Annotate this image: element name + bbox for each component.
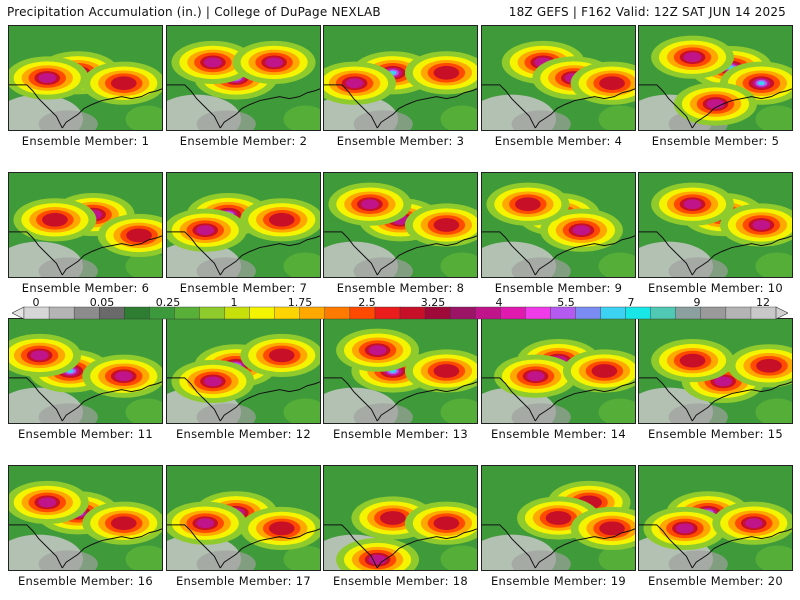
ensemble-map-panel [481, 465, 636, 571]
colorbar-segment [124, 306, 150, 320]
ensemble-member-label: Ensemble Member: 10 [647, 281, 783, 295]
ensemble-member-label: Ensemble Member: 1 [21, 134, 150, 148]
precip-map [482, 466, 635, 570]
precip-map [9, 319, 162, 423]
colorbar-tick-label: 0.05 [89, 296, 115, 309]
ensemble-map-panel [481, 172, 636, 278]
colorbar-segment [449, 306, 476, 320]
colorbar-segment [199, 306, 226, 320]
ensemble-member-label: Ensemble Member: 2 [179, 134, 308, 148]
ensemble-member-label: Ensemble Member: 13 [332, 427, 468, 441]
precip-map [324, 466, 477, 570]
colorbar-segment [725, 306, 752, 320]
colorbar-right-arrow [775, 306, 788, 320]
colorbar-segment [700, 306, 727, 320]
ensemble-map-panel [166, 172, 321, 278]
colorbar-segment [650, 306, 677, 320]
ensemble-map-panel [323, 318, 478, 424]
colorbar-segment [324, 306, 351, 320]
precip-map [9, 466, 162, 570]
colorbar-tick-label: 1 [230, 296, 238, 309]
ensemble-member-label: Ensemble Member: 11 [17, 427, 153, 441]
ensemble-member-label: Ensemble Member: 7 [179, 281, 308, 295]
ensemble-member-label: Ensemble Member: 17 [175, 574, 311, 588]
ensemble-member-label: Ensemble Member: 19 [490, 574, 626, 588]
ensemble-member-label: Ensemble Member: 8 [336, 281, 465, 295]
precip-map [639, 26, 792, 130]
ensemble-map-panel [166, 318, 321, 424]
colorbar-tick-label: 12 [756, 296, 770, 309]
colorbar-segment [249, 306, 276, 320]
ensemble-member-label: Ensemble Member: 4 [494, 134, 623, 148]
precip-map [324, 173, 477, 277]
colorbar-tick-label: 0 [32, 296, 40, 309]
colorbar-tick-label: 4 [495, 296, 503, 309]
ensemble-map-panel [481, 25, 636, 131]
ensemble-map-panel [8, 465, 163, 571]
ensemble-map-panel [323, 25, 478, 131]
ensemble-map-panel [323, 172, 478, 278]
ensemble-member-label: Ensemble Member: 9 [494, 281, 623, 295]
precip-map [167, 319, 320, 423]
colorbar-tick-label: 0.25 [155, 296, 181, 309]
precip-map [324, 26, 477, 130]
product-title: Precipitation Accumulation (in.) | Colle… [7, 5, 381, 19]
colorbar-segment [500, 306, 526, 320]
precip-map [639, 466, 792, 570]
ensemble-map-panel [638, 172, 793, 278]
valid-time-title: 18Z GEFS | F162 Valid: 12Z SAT JUN 14 20… [508, 5, 786, 19]
colorbar-tick-label: 9 [693, 296, 701, 309]
precip-map [167, 26, 320, 130]
colorbar-segment [575, 306, 602, 320]
ensemble-member-label: Ensemble Member: 5 [651, 134, 780, 148]
ensemble-map-panel [638, 318, 793, 424]
colorbar-segment [48, 306, 75, 320]
precip-map [639, 319, 792, 423]
precip-map [639, 173, 792, 277]
ensemble-map-panel [8, 172, 163, 278]
precip-map [324, 319, 477, 423]
ensemble-map-panel [481, 318, 636, 424]
ensemble-member-label: Ensemble Member: 12 [175, 427, 311, 441]
precip-map [482, 26, 635, 130]
precip-map [482, 319, 635, 423]
precip-map [9, 173, 162, 277]
ensemble-member-label: Ensemble Member: 18 [332, 574, 468, 588]
colorbar-tick-label: 1.75 [287, 296, 313, 309]
ensemble-map-panel [166, 25, 321, 131]
ensemble-member-label: Ensemble Member: 6 [21, 281, 150, 295]
ensemble-member-label: Ensemble Member: 16 [17, 574, 153, 588]
precip-map [482, 173, 635, 277]
colorbar-tick-label: 7 [627, 296, 635, 309]
ensemble-member-label: Ensemble Member: 15 [647, 427, 783, 441]
colorbar-tick-label: 2.5 [358, 296, 376, 309]
ensemble-member-label: Ensemble Member: 14 [490, 427, 626, 441]
precip-map [9, 26, 162, 130]
ensemble-map-panel [638, 465, 793, 571]
colorbar-tick-label: 3.25 [420, 296, 446, 309]
colorbar [12, 306, 788, 320]
colorbar-left-arrow [12, 306, 25, 320]
colorbar-segment [525, 306, 551, 320]
ensemble-map-panel [638, 25, 793, 131]
ensemble-map-panel [8, 318, 163, 424]
ensemble-member-label: Ensemble Member: 20 [647, 574, 783, 588]
precip-map [167, 173, 320, 277]
ensemble-map-panel [8, 25, 163, 131]
precip-map [167, 466, 320, 570]
ensemble-map-panel [166, 465, 321, 571]
ensemble-member-label: Ensemble Member: 3 [336, 134, 465, 148]
colorbar-segment [600, 306, 627, 320]
colorbar-tick-label: 5.5 [557, 296, 575, 309]
colorbar-segment [374, 306, 401, 320]
ensemble-map-panel [323, 465, 478, 571]
